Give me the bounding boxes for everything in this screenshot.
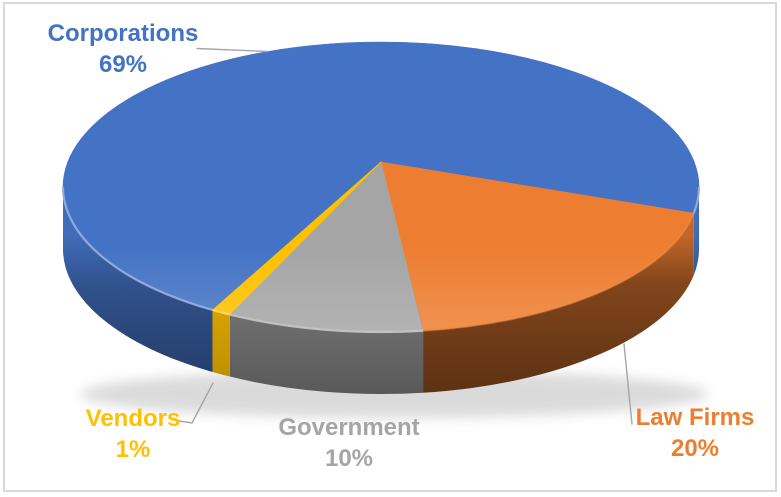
data-label-percent: 69% — [98, 51, 148, 78]
rim-highlight-corporations — [61, 186, 213, 312]
leader-line-law-firms — [623, 343, 633, 425]
leader-line-vendors — [178, 382, 214, 424]
data-label-percent: 1% — [115, 436, 151, 463]
rim-highlight-corporations — [692, 186, 701, 214]
rim-highlight-government — [229, 313, 424, 334]
pie-slice-government-side — [229, 314, 424, 395]
pie-slice-corporations-side — [62, 187, 213, 372]
rim-highlight-vendors — [212, 308, 231, 316]
pie-slice-law-firms-side — [423, 213, 694, 393]
pie-shadow — [80, 370, 708, 418]
rim-highlight-law-firms — [422, 212, 695, 332]
data-label-category: Law Firms — [635, 404, 755, 431]
data-label-category: Vendors — [85, 405, 181, 432]
data-label-percent: 20% — [670, 435, 720, 462]
data-label-category: Government — [278, 414, 420, 441]
leader-line-corporations — [196, 47, 269, 53]
pie-slice-law-firms — [380, 161, 695, 332]
data-label-category: Corporations — [47, 20, 199, 47]
pie-slice-corporations-side — [693, 187, 699, 276]
data-label-law-firms: Law Firms 20% — [616, 402, 774, 464]
pie-slice-vendors-side — [212, 309, 230, 377]
data-label-corporations: Corporations 69% — [24, 18, 222, 80]
data-label-vendors: Vendors 1% — [54, 403, 212, 465]
data-label-government: Government 10% — [257, 412, 441, 474]
data-label-percent: 10% — [324, 445, 374, 472]
